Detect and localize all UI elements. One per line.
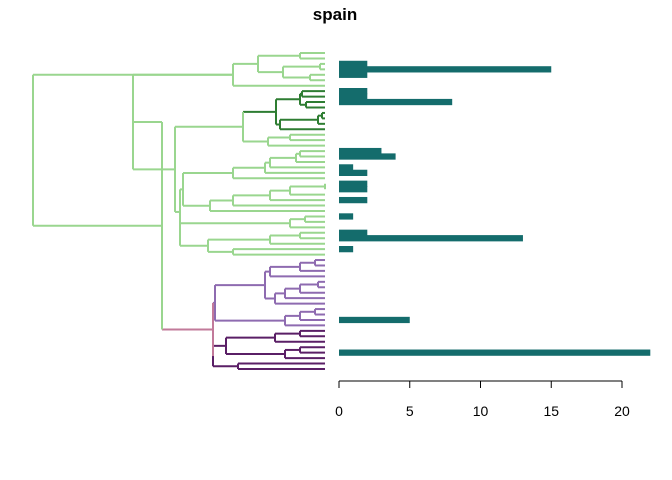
bar (339, 88, 368, 95)
bar (339, 93, 368, 100)
bar (339, 316, 410, 324)
bar (339, 60, 368, 68)
bar (339, 246, 354, 253)
chart-title: spain (313, 5, 357, 24)
bar (339, 66, 552, 73)
x-tick-label: 15 (543, 403, 559, 419)
bar (339, 147, 382, 155)
bar (339, 349, 651, 356)
x-tick-label: 0 (335, 403, 343, 419)
bar (339, 71, 368, 78)
bar (339, 235, 523, 242)
bar (339, 196, 368, 204)
bar (339, 98, 453, 106)
bar (339, 180, 368, 187)
x-tick-label: 5 (406, 403, 414, 419)
bar (339, 229, 368, 236)
dendrogram (32, 52, 326, 370)
bar (339, 169, 368, 176)
x-tick-label: 10 (473, 403, 489, 419)
bar (339, 186, 368, 193)
x-tick-label: 20 (614, 403, 630, 419)
bar (339, 213, 354, 220)
x-axis: 0 5 10 15 20 (335, 380, 630, 419)
bar (339, 153, 396, 160)
bar (339, 164, 354, 171)
bar-series (339, 60, 651, 356)
